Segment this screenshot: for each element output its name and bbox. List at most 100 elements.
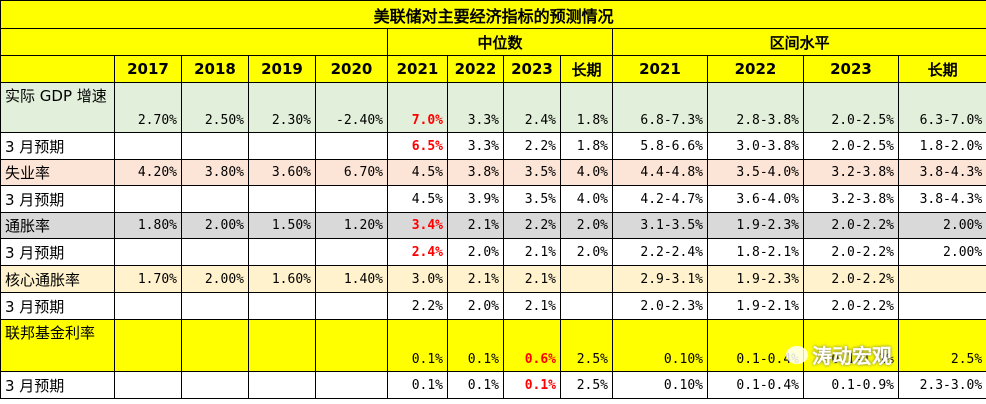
table-cell: -2.40% [315, 82, 388, 133]
table-cell: 1.9-2.1% [707, 292, 804, 320]
table-cell: 2.30% [248, 82, 316, 133]
cell-value: 3.1-3.5% [640, 218, 703, 233]
table-cell: 2.1% [447, 212, 504, 239]
cell-value: 0.1% [411, 352, 443, 367]
cell-value: 2.0% [576, 218, 608, 233]
cell-value: 2.0% [467, 298, 499, 314]
table-cell: 2.0-2.5% [803, 82, 899, 133]
table-cell: 3.8-4.3% [897, 159, 986, 186]
table-cell: 2.0% [560, 212, 613, 239]
cell-value: 0.1-0.4% [736, 377, 799, 393]
cell-value: 1.8% [576, 138, 608, 154]
table-cell: 2.8-3.8% [707, 82, 804, 133]
table-row: 实际 GDP 增速 2.70% 2.50% 2.30% -2.40% 7.0% 3.3% 2.… [0, 82, 986, 133]
table-cell: 4.20% [114, 159, 182, 186]
year-header: 2022 [447, 55, 504, 83]
table-row: 3 月预期 4.5% 3.9% 3.5% 4.0% 4.2-4.7% 3.6-4.0% 3.2… [0, 185, 986, 213]
table-cell: 2.5% [897, 319, 986, 372]
cell-value: 0.1-1.1% [831, 352, 894, 367]
cell-value: 2.0-2.3% [640, 298, 703, 314]
year-header: 长期 [897, 55, 986, 83]
year-header: 2017 [114, 55, 182, 83]
table-cell [315, 319, 388, 372]
table-row: 失业率 4.20% 3.80% 3.60% 6.70% 4.5% 3.8% 3.5% 4.0% 4… [0, 159, 986, 186]
cell-value: 2.2% [524, 218, 556, 233]
table-cell: 4.0% [560, 159, 613, 186]
cell-value: 2.2% [411, 298, 443, 314]
cell-value: 2.8-3.8% [736, 113, 799, 128]
cell-value: 3.0-3.8% [736, 138, 799, 154]
table-cell: 2.0% [447, 238, 504, 266]
cell-value: 3.4% [411, 218, 443, 233]
cell-value: 6.3-7.0% [919, 113, 983, 128]
year-header: 2018 [181, 55, 249, 83]
table-cell [315, 292, 388, 320]
table-cell: 2.0% [560, 238, 613, 266]
table-cell [897, 292, 986, 320]
cell-value: 0.1% [467, 352, 499, 367]
cell-value: 3.5-4.0% [736, 165, 799, 180]
cell-value: 0.1-0.9% [831, 377, 894, 393]
cell-value: 0.10% [663, 377, 703, 393]
table-cell: 2.00% [181, 212, 249, 239]
cell-value: 1.80% [137, 218, 177, 233]
table-cell: 0.10% [612, 319, 708, 372]
group-header-range: 区间水平 [611, 28, 986, 56]
cell-value: 2.50% [204, 113, 244, 128]
table-cell: 2.2% [387, 292, 448, 320]
table-cell [248, 292, 316, 320]
table-cell: 2.0-2.5% [803, 132, 899, 160]
cell-value: 1.50% [271, 218, 311, 233]
table-cell: 3.0-3.8% [707, 132, 804, 160]
table-cell: 0.1% [387, 371, 448, 399]
cell-value: 2.0-2.2% [831, 218, 894, 233]
cell-value: 1.8-2.0% [919, 138, 983, 154]
cell-value: 2.5% [576, 377, 608, 393]
table-cell: 2.1% [503, 265, 561, 293]
table-cell: 0.6% [503, 319, 561, 372]
table-cell: 2.9-3.1% [612, 265, 708, 293]
table-cell: 3.4% [387, 212, 448, 239]
cell-value: 2.70% [137, 113, 177, 128]
cell-value: 0.6% [524, 352, 556, 367]
cell-value: 2.00% [204, 271, 244, 287]
year-header: 2021 [612, 55, 708, 83]
table-cell [114, 292, 182, 320]
table-cell [181, 132, 249, 160]
cell-value: 2.0-2.2% [831, 298, 894, 314]
table-cell: 0.1% [503, 371, 561, 399]
table-cell: 1.70% [114, 265, 182, 293]
table-cell: 6.8-7.3% [612, 82, 708, 133]
table-cell: 0.1-1.1% [803, 319, 899, 372]
table-cell: 2.4% [503, 82, 561, 133]
table-cell: 2.0-2.2% [803, 292, 899, 320]
table-cell: 2.0-2.2% [803, 238, 899, 266]
table-cell [181, 319, 249, 372]
table-cell: 3.8% [447, 159, 504, 186]
cell-value: 2.5% [576, 352, 608, 367]
table-row: 核心通胀率 1.70% 2.00% 1.60% 1.40% 3.0% 2.1% 2.1% 2.9… [0, 265, 986, 293]
table-cell: 1.40% [315, 265, 388, 293]
cell-value: 1.40% [343, 271, 383, 287]
year-header: 2023 [803, 55, 899, 83]
cell-value: 3.80% [204, 165, 244, 180]
cell-value: 2.0-2.5% [831, 138, 894, 154]
table-cell: 3.2-3.8% [803, 159, 899, 186]
year-header: 2021 [387, 55, 448, 83]
table-cell: 2.00% [897, 238, 986, 266]
row-label: 失业率 [0, 159, 115, 186]
table-cell [248, 132, 316, 160]
cell-value: 2.9-3.1% [640, 271, 703, 287]
table-cell: 1.20% [315, 212, 388, 239]
table-row: 3 月预期 6.5% 3.3% 2.2% 1.8% 5.8-6.6% 3.0-3.8% 2.0… [0, 132, 986, 160]
cell-value: 6.5% [411, 138, 443, 154]
table-cell: 3.5-4.0% [707, 159, 804, 186]
table-cell: 2.00% [897, 212, 986, 239]
year-header: 2022 [707, 55, 804, 83]
table-cell: 2.00% [181, 265, 249, 293]
table-cell: 2.5% [560, 371, 613, 399]
table-cell [181, 292, 249, 320]
cell-value: 0.1-0.4% [736, 352, 799, 367]
